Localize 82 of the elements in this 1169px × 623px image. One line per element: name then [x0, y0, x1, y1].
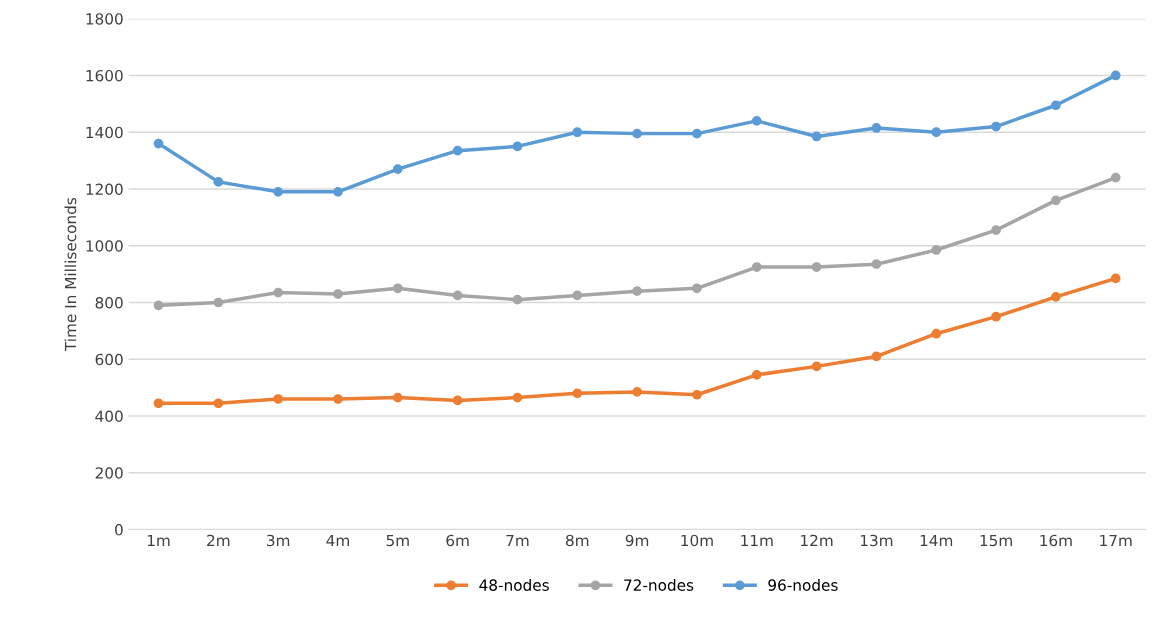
legend-label: 96-nodes	[768, 579, 838, 591]
point	[751, 370, 762, 380]
point	[931, 328, 942, 339]
point	[153, 300, 164, 311]
legend-label: 72-nodes	[624, 579, 694, 591]
x-tick-label: 11m	[741, 534, 773, 547]
point	[572, 388, 583, 399]
point	[333, 394, 343, 404]
x-tick-label: 3m	[267, 534, 290, 547]
x-tick-label: 5m	[386, 534, 409, 547]
point	[392, 164, 403, 174]
y-tick-label: 600	[95, 353, 123, 366]
point	[392, 392, 403, 403]
y-tick-label: 800	[95, 296, 123, 309]
point	[692, 389, 702, 400]
point	[1110, 273, 1121, 284]
point	[273, 394, 284, 404]
point	[1110, 172, 1121, 183]
point	[153, 138, 164, 149]
x-tick-label: 14m	[920, 534, 953, 547]
y-tick-label: 1800	[86, 13, 123, 25]
point	[333, 186, 343, 197]
point	[931, 245, 942, 255]
point	[751, 262, 762, 272]
point	[512, 141, 523, 152]
y-tick-label: 1200	[86, 183, 123, 195]
point	[692, 128, 702, 139]
x-tick-label: 6m	[446, 534, 469, 547]
point	[392, 283, 403, 294]
point	[572, 290, 583, 301]
point	[871, 351, 882, 362]
x-tick-label: 4m	[326, 534, 349, 547]
point	[632, 387, 642, 397]
point	[1051, 100, 1061, 111]
x-tick-label: 9m	[625, 534, 649, 547]
point	[452, 290, 463, 301]
point	[811, 262, 822, 272]
x-tick-label: 1m	[147, 534, 170, 547]
y-tick-label: 0	[115, 524, 123, 536]
x-tick-label: 8m	[566, 534, 589, 547]
point	[452, 145, 463, 156]
y-axis-title: Time In Milliseconds	[64, 197, 77, 352]
point	[1051, 195, 1061, 206]
point	[512, 392, 523, 403]
x-tick-label: 7m	[506, 534, 529, 547]
point	[1110, 70, 1121, 81]
point	[871, 123, 882, 133]
point	[333, 289, 343, 299]
x-tick-label: 10m	[681, 534, 713, 547]
x-tick-label: 13m	[860, 534, 893, 547]
point	[751, 116, 762, 126]
x-tick-label: 2m	[207, 534, 230, 547]
y-tick-label: 200	[95, 467, 123, 479]
point	[213, 398, 224, 409]
point	[811, 361, 822, 372]
y-tick-label: 1400	[86, 126, 123, 139]
point	[452, 395, 463, 406]
x-tick-label: 15m	[980, 534, 1012, 547]
point	[632, 128, 642, 139]
point	[991, 311, 1001, 322]
point	[692, 283, 702, 294]
point	[632, 286, 642, 297]
point	[213, 177, 224, 187]
x-tick-label: 17m	[1100, 534, 1132, 547]
point	[931, 127, 942, 138]
point	[871, 259, 882, 270]
point	[273, 186, 284, 197]
legend-label: 48-nodes	[479, 579, 549, 591]
point	[991, 225, 1001, 235]
x-tick-label: 12m	[801, 534, 833, 547]
point	[991, 121, 1001, 132]
point	[213, 297, 224, 308]
x-tick-label: 16m	[1040, 534, 1072, 547]
y-tick-label: 1000	[86, 240, 123, 252]
point	[1051, 291, 1061, 302]
y-tick-label: 1600	[86, 69, 123, 82]
point	[273, 287, 284, 298]
point	[153, 398, 164, 409]
y-tick-label: 400	[95, 410, 123, 423]
point	[512, 294, 523, 305]
point	[811, 131, 822, 142]
point	[572, 127, 583, 138]
